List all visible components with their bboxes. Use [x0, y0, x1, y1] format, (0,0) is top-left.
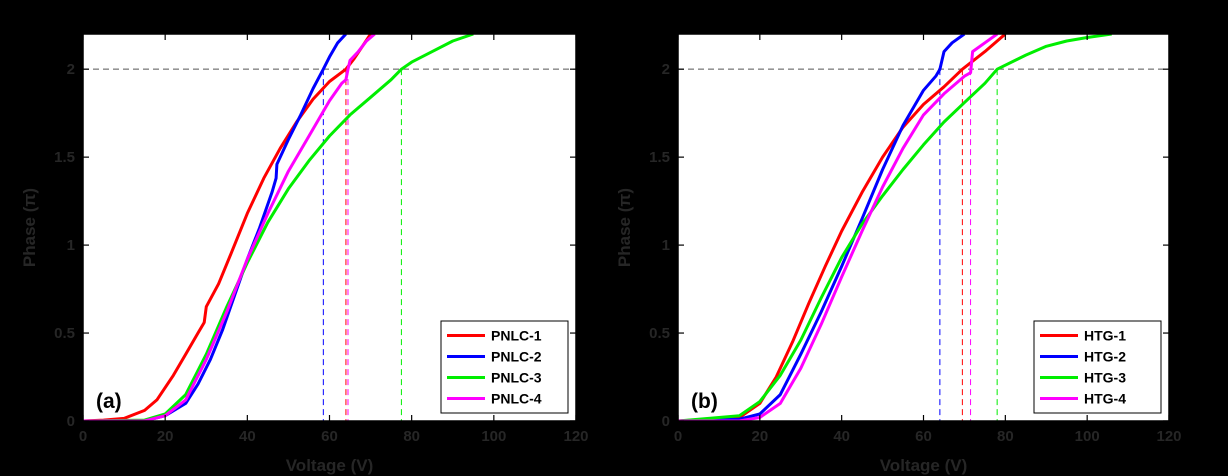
x-tick-label: 0: [674, 428, 682, 445]
x-tick-label: 60: [321, 428, 338, 445]
x-tick-label: 20: [751, 428, 768, 445]
legend-label-pnlc-3: PNLC-3: [491, 370, 542, 386]
x-tick-label: 40: [833, 428, 850, 445]
series-line-pnlc-4: [83, 34, 376, 421]
legend-label-pnlc-1: PNLC-1: [491, 328, 542, 344]
x-tick-label: 60: [915, 428, 932, 445]
x-tick-label: 0: [79, 428, 87, 445]
y-tick-label: 0.5: [54, 325, 75, 342]
x-tick-label: 80: [403, 428, 420, 445]
x-tick-label: 80: [997, 428, 1014, 445]
y-tick-label: 0: [67, 413, 75, 430]
x-axis-label: Voltage (V): [880, 456, 968, 475]
y-tick-label: 1.5: [649, 149, 670, 166]
x-tick-label: 100: [1075, 428, 1100, 445]
legend-label-htg-2: HTG-2: [1084, 349, 1126, 365]
panel-label: (a): [96, 390, 122, 413]
legend-label-htg-3: HTG-3: [1084, 370, 1126, 386]
series-line-htg-2: [678, 34, 966, 421]
y-tick-label: 0: [662, 413, 670, 430]
x-tick-label: 100: [481, 428, 506, 445]
series-line-htg-3: [678, 34, 1112, 421]
y-axis-label: Phase (π): [20, 188, 39, 267]
legend-label-pnlc-2: PNLC-2: [491, 349, 542, 365]
y-tick-label: 1: [67, 237, 75, 254]
x-tick-label: 20: [157, 428, 174, 445]
panel-label: (b): [691, 390, 718, 413]
y-tick-label: 2: [662, 61, 670, 78]
y-axis-label: Phase (π): [615, 188, 634, 267]
x-tick-label: 120: [563, 428, 588, 445]
legend: PNLC-1 PNLC-2 PNLC-3 PNLC-4: [440, 320, 569, 414]
x-tick-label: 120: [1156, 428, 1181, 445]
plot-content: [678, 34, 1169, 421]
series-line-pnlc-2: [83, 34, 347, 421]
plot-content: [83, 34, 576, 421]
y-tick-label: 1: [662, 237, 670, 254]
y-tick-label: 1.5: [54, 149, 75, 166]
series-line-pnlc-3: [83, 34, 474, 421]
x-axis-label: Voltage (V): [286, 456, 374, 475]
x-tick-label: 40: [239, 428, 256, 445]
y-tick-label: 2: [67, 61, 75, 78]
series-line-pnlc-1: [83, 34, 372, 421]
panel-b: 0 20 40 60 80 100 120 0 0.5 1 1.5 2 Voltage (V) Phase…: [615, 33, 1182, 475]
series-line-htg-4: [678, 34, 999, 421]
panel-a: 0 20 40 60 80 100 120 0 0.5 1 1.5 2 Voltage (V) Phase…: [20, 33, 589, 475]
legend-label-htg-1: HTG-1: [1084, 328, 1126, 344]
y-tick-label: 0.5: [649, 325, 670, 342]
legend: HTG-1 HTG-2 HTG-3 HTG-4: [1033, 320, 1162, 414]
legend-label-htg-4: HTG-4: [1084, 391, 1126, 407]
legend-label-pnlc-4: PNLC-4: [491, 391, 542, 407]
